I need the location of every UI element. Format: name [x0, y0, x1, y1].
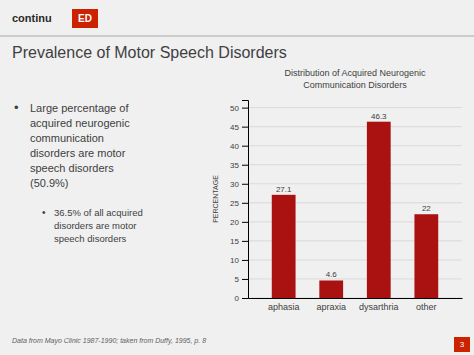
tick-label: apraxia [316, 302, 346, 312]
axis-line [249, 298, 463, 299]
bar [272, 195, 296, 298]
bullet: • [14, 100, 19, 115]
bar [367, 122, 391, 298]
data-label: 22 [422, 204, 431, 213]
logo-text: continu [12, 12, 52, 24]
tick-mark [242, 165, 248, 166]
tick-label: 10 [230, 256, 239, 265]
tick: 45 [230, 123, 248, 132]
tick: dysarthria [359, 298, 399, 312]
tick: 20 [230, 218, 248, 227]
x-axis: aphasia apraxia dysarthria other [249, 298, 463, 312]
tick: 0 [235, 294, 248, 303]
bar [414, 214, 438, 298]
tick-mark [242, 127, 248, 128]
tick-label: 0 [235, 294, 240, 303]
tick: apraxia [316, 298, 346, 312]
tick-mark [242, 184, 248, 185]
tick-label: 40 [230, 142, 239, 151]
tick: 25 [230, 199, 248, 208]
tick-mark [242, 108, 248, 109]
tick: 40 [230, 142, 248, 151]
background [0, 0, 474, 355]
tick-label: other [416, 302, 437, 312]
tick-mark [242, 279, 248, 280]
header-line [0, 35, 474, 37]
y-axis-title: PERCENTAGE [212, 175, 219, 223]
tick-label: 50 [230, 104, 239, 113]
tick-mark [242, 203, 248, 204]
grid-line [248, 126, 462, 127]
logo-text: ED [78, 13, 92, 24]
tick: 30 [230, 180, 248, 189]
footnote: Data from Mayo Clinic 1987-1990; taken f… [12, 337, 206, 345]
grid [248, 108, 462, 298]
tick-label: 45 [230, 123, 239, 132]
chart-title: Distribution of Acquired NeurogenicCommu… [284, 68, 426, 90]
tick: 15 [230, 237, 248, 246]
tick-mark [242, 146, 248, 147]
data-label: 4.6 [326, 270, 338, 279]
axis-line [242, 101, 249, 299]
bar [319, 280, 343, 298]
tick-mark [242, 260, 248, 261]
y-axis: 0 5 10 15 20 25 30 35 40 45 50 [230, 101, 248, 304]
tick: other [416, 298, 437, 312]
tick-label: 20 [230, 218, 239, 227]
data-labels: 27.1 4.6 46.3 22 [276, 112, 431, 280]
bullet: • [42, 207, 46, 218]
tick-label: 25 [230, 199, 239, 208]
tick-label: 5 [235, 275, 240, 284]
bullet-text: Large percentage ofacquired neurogenicco… [30, 102, 130, 189]
bullet-text: 36.5% of all acquireddisorders are motor… [54, 207, 143, 244]
bars [272, 122, 438, 298]
page-number: 3 [460, 340, 465, 349]
tick-mark [242, 222, 248, 223]
slide: continu ED Prevalence of Motor Speech Diso… [0, 0, 474, 355]
tick-mark [242, 241, 248, 242]
grid-line [248, 107, 462, 108]
tick-label: 35 [230, 161, 239, 170]
slide-title: Prevalence of Motor Speech Disorders [12, 44, 287, 61]
tick-label: 30 [230, 180, 239, 189]
tick-label: 15 [230, 237, 239, 246]
logo-box [72, 9, 98, 28]
tick-label: dysarthria [359, 302, 399, 312]
data-label: 46.3 [371, 112, 387, 121]
tick-label: aphasia [268, 302, 300, 312]
tick: 50 [230, 104, 248, 113]
tick: 5 [235, 275, 248, 284]
data-label: 27.1 [276, 185, 292, 194]
tick: 35 [230, 161, 248, 170]
page-number-box [454, 337, 470, 352]
grid-line [248, 145, 462, 146]
tick: aphasia [268, 298, 300, 312]
tick-mark [242, 298, 248, 299]
grid-line [248, 164, 462, 165]
tick: 10 [230, 256, 248, 265]
